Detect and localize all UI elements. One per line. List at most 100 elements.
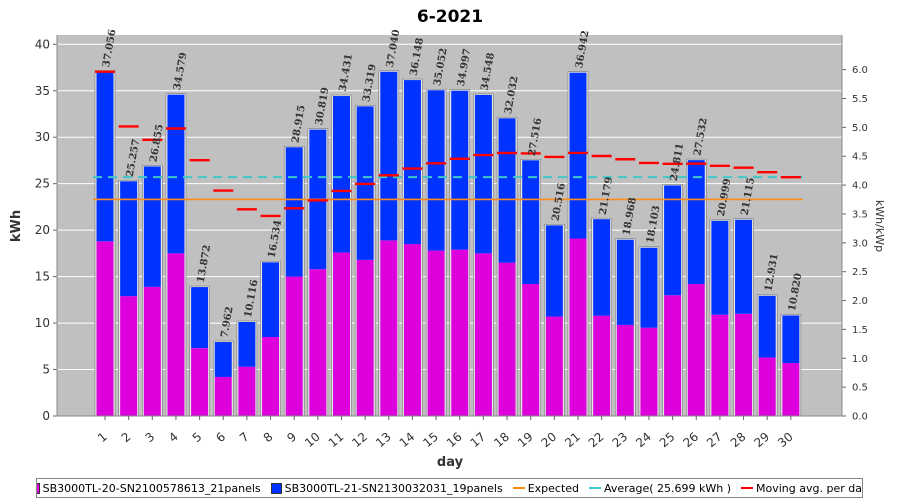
x-tick-label: 25: [657, 430, 678, 451]
x-axis-label: day: [437, 455, 464, 470]
bar-series-1: [687, 284, 705, 416]
legend-item-series-1: SB3000TL-20-SN2100578613_21panels: [37, 481, 261, 495]
bar-series-1: [333, 252, 350, 416]
y-tick-label: 5: [42, 363, 50, 377]
bar-series-1: [309, 269, 327, 416]
legend-label-series-2: SB3000TL-21-SN2130032031_19panels: [284, 481, 503, 495]
bar-series-2: [522, 160, 540, 285]
legend-swatch-expected: [512, 487, 525, 489]
x-tick-label: 12: [349, 430, 370, 451]
bar-series-1: [474, 253, 492, 416]
y-tick-label: 25: [35, 177, 50, 191]
bar-series-2: [451, 90, 469, 250]
x-tick-label: 3: [142, 430, 157, 446]
bar-series-1: [616, 324, 634, 416]
bar-series-2: [616, 239, 634, 325]
y2-tick-label: 3.5: [852, 209, 868, 220]
bar-series-2: [687, 160, 705, 285]
bar-series-1: [593, 315, 611, 416]
y2-axis-label: kWh/kWp: [873, 200, 886, 252]
x-tick-label: 20: [539, 430, 560, 451]
bar-series-2: [380, 71, 398, 241]
x-tick-label: 15: [420, 430, 441, 451]
bar-series-2: [167, 94, 185, 254]
y-tick-label: 10: [35, 316, 50, 330]
bar-series-2: [120, 181, 138, 297]
bar-series-1: [380, 240, 398, 416]
reference-lines: [93, 176, 803, 201]
bar-series-2: [640, 247, 658, 328]
bar-series-1: [143, 286, 161, 416]
bar-series-1: [167, 253, 185, 416]
x-tick-label: 24: [633, 430, 654, 451]
bar-series-2: [96, 71, 114, 242]
bar-series-2: [191, 287, 209, 349]
bar-series-2: [427, 90, 445, 251]
x-tick-label: 30: [775, 430, 796, 451]
y2-tick-label: 3.0: [852, 238, 868, 249]
bar-series-2: [593, 219, 611, 316]
bar-series-2: [711, 220, 729, 315]
bar-series-2: [262, 262, 280, 338]
bar-series-2: [143, 166, 161, 287]
bars: [94, 70, 802, 417]
legend-item-average: Average( 25.699 kWh ): [589, 482, 731, 495]
x-tick-label: 26: [680, 430, 701, 451]
chart-title: 6-2021: [417, 7, 483, 27]
x-tick-label: 8: [261, 430, 276, 446]
x-tick-label: 2: [119, 430, 134, 446]
bar-series-2: [735, 219, 753, 314]
y2-tick-label: 1.5: [852, 325, 868, 336]
y2-tick-label: 2.0: [852, 296, 868, 307]
bar-series-1: [214, 376, 232, 416]
bar-series-2: [238, 321, 256, 367]
y-tick-label: 15: [35, 270, 50, 284]
data-label: 7.962: [219, 306, 235, 339]
y-tick-label: 40: [35, 37, 50, 51]
y2-tick-label: 1.0: [852, 354, 868, 365]
legend-swatch-average: [589, 487, 602, 489]
y2-tick-label: 0.0: [852, 412, 868, 423]
bar-series-2: [333, 96, 350, 253]
x-tick-label: 11: [326, 430, 347, 451]
y-axis-left: 0 5 10 15 20 25 30 35 40: [35, 35, 58, 423]
y2-tick-label: 2.5: [852, 267, 868, 278]
legend-swatch-series-1: [37, 482, 40, 494]
y2-tick-label: 5.0: [852, 123, 868, 134]
bar-series-1: [238, 366, 256, 416]
bar-series-1: [191, 348, 209, 416]
bar-series-1: [120, 296, 138, 416]
y-tick-label: 0: [42, 409, 50, 423]
x-tick-label: 17: [468, 430, 489, 451]
x-tick-label: 29: [751, 430, 772, 451]
bar-series-1: [758, 357, 776, 416]
legend-label-average: Average( 25.699 kWh ): [604, 481, 731, 495]
bar-series-1: [569, 238, 587, 416]
x-tick-label: 5: [190, 430, 205, 446]
moving-average-marks: [95, 70, 801, 218]
bar-series-2: [569, 72, 587, 239]
x-tick-label: 9: [284, 430, 299, 446]
bar-series-2: [403, 80, 421, 245]
bar-series-1: [356, 259, 374, 416]
y2-tick-label: 5.5: [852, 94, 868, 105]
x-tick-label: 1: [95, 430, 110, 446]
bar-series-2: [782, 315, 800, 364]
x-tick-label: 7: [237, 430, 252, 446]
bar-series-2: [664, 185, 682, 296]
bar-series-1: [664, 295, 682, 416]
y-tick-label: 20: [35, 223, 50, 237]
bar-series-1: [735, 313, 753, 416]
legend-label-series-1: SB3000TL-20-SN2100578613_21panels: [42, 481, 261, 495]
y-tick-label: 30: [35, 130, 50, 144]
x-tick-label: 16: [444, 430, 465, 451]
x-tick-label: 27: [704, 430, 725, 451]
x-tick-label: 10: [302, 430, 323, 451]
bar-series-1: [522, 284, 540, 416]
bar-series-2: [545, 225, 563, 317]
x-tick-label: 19: [515, 430, 536, 451]
legend-label-moving-avg: Moving avg. per day.: [756, 481, 863, 495]
y2-tick-label: 4.0: [852, 181, 868, 192]
legend-swatch-moving-avg: [741, 487, 753, 489]
